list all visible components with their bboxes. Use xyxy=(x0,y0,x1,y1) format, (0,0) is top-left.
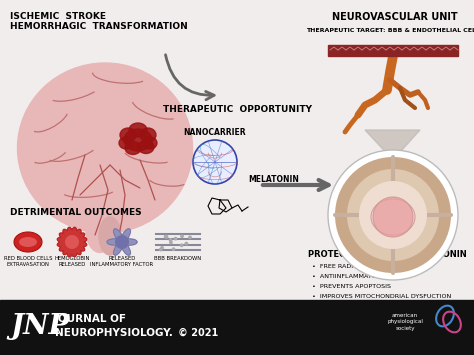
Circle shape xyxy=(165,236,168,238)
Polygon shape xyxy=(57,227,87,257)
Text: THERAPEUTIC TARGET: BBB & ENDOTHELIAL CELLS: THERAPEUTIC TARGET: BBB & ENDOTHELIAL CE… xyxy=(306,28,474,33)
Text: JNP: JNP xyxy=(10,313,69,340)
Circle shape xyxy=(65,235,79,249)
Circle shape xyxy=(347,169,439,261)
Bar xyxy=(328,45,458,56)
Text: NEUROVASCULAR UNIT: NEUROVASCULAR UNIT xyxy=(332,12,458,22)
Ellipse shape xyxy=(140,128,156,142)
Text: DETRIMENTAL OUTCOMES: DETRIMENTAL OUTCOMES xyxy=(10,208,142,217)
Circle shape xyxy=(170,241,172,244)
Ellipse shape xyxy=(124,129,152,151)
Polygon shape xyxy=(365,130,420,160)
Ellipse shape xyxy=(129,123,147,137)
Text: ISCHEMIC  STROKE: ISCHEMIC STROKE xyxy=(10,12,106,21)
Circle shape xyxy=(115,235,129,249)
Circle shape xyxy=(193,140,237,184)
Text: american
physiological
society: american physiological society xyxy=(387,313,423,331)
Ellipse shape xyxy=(371,199,415,235)
Text: © 2021: © 2021 xyxy=(178,328,218,338)
Circle shape xyxy=(328,150,458,280)
Circle shape xyxy=(172,248,175,250)
Ellipse shape xyxy=(119,137,133,149)
Text: THERAPEUTIC  OPPORTUNITY: THERAPEUTIC OPPORTUNITY xyxy=(164,105,312,114)
Circle shape xyxy=(160,248,162,251)
Circle shape xyxy=(181,244,183,246)
Circle shape xyxy=(189,236,191,239)
Text: NANOCARRIER: NANOCARRIER xyxy=(184,128,246,137)
Ellipse shape xyxy=(120,128,136,142)
Ellipse shape xyxy=(125,142,141,154)
Ellipse shape xyxy=(14,232,42,252)
Text: JOURNAL OF: JOURNAL OF xyxy=(55,314,127,324)
Circle shape xyxy=(181,235,183,237)
Text: MELATONIN: MELATONIN xyxy=(248,175,299,184)
Text: HEMORRHAGIC  TRANSFORMATION: HEMORRHAGIC TRANSFORMATION xyxy=(10,22,188,31)
Circle shape xyxy=(174,237,177,240)
Circle shape xyxy=(373,197,413,237)
Text: •  FREE RADICAL SCAVENGER: • FREE RADICAL SCAVENGER xyxy=(312,264,406,269)
Ellipse shape xyxy=(99,217,121,255)
Ellipse shape xyxy=(19,237,37,247)
Circle shape xyxy=(335,157,451,273)
Bar xyxy=(0,300,474,355)
Circle shape xyxy=(185,242,188,245)
Text: •  PREVENTS APOPTOSIS: • PREVENTS APOPTOSIS xyxy=(312,284,391,289)
Circle shape xyxy=(169,239,172,241)
Text: NEUROPHYSIOLOGY.: NEUROPHYSIOLOGY. xyxy=(55,328,173,338)
Circle shape xyxy=(359,181,427,249)
Text: HEMOGLOBIN
RELEASED: HEMOGLOBIN RELEASED xyxy=(55,256,90,267)
Ellipse shape xyxy=(86,208,114,252)
Text: •  ANTIINFLAMMATORY ACTION: • ANTIINFLAMMATORY ACTION xyxy=(312,274,411,279)
Ellipse shape xyxy=(138,141,154,153)
Polygon shape xyxy=(107,229,137,255)
Text: BBB BREAKDOWN: BBB BREAKDOWN xyxy=(155,256,201,261)
Text: RELEASED
INFLAMMATORY FACTOR: RELEASED INFLAMMATORY FACTOR xyxy=(91,256,154,267)
Text: RED BLOOD CELLS
EXTRAVASATION: RED BLOOD CELLS EXTRAVASATION xyxy=(4,256,52,267)
Circle shape xyxy=(164,235,167,238)
Text: PROTECTIVE ROLE OF MELATONIN: PROTECTIVE ROLE OF MELATONIN xyxy=(308,250,467,259)
Circle shape xyxy=(161,247,163,249)
Text: •  IMPROVES MITOCHONDRIAL DYSFUCTION: • IMPROVES MITOCHONDRIAL DYSFUCTION xyxy=(312,294,451,299)
Ellipse shape xyxy=(18,63,192,233)
Ellipse shape xyxy=(143,137,157,149)
